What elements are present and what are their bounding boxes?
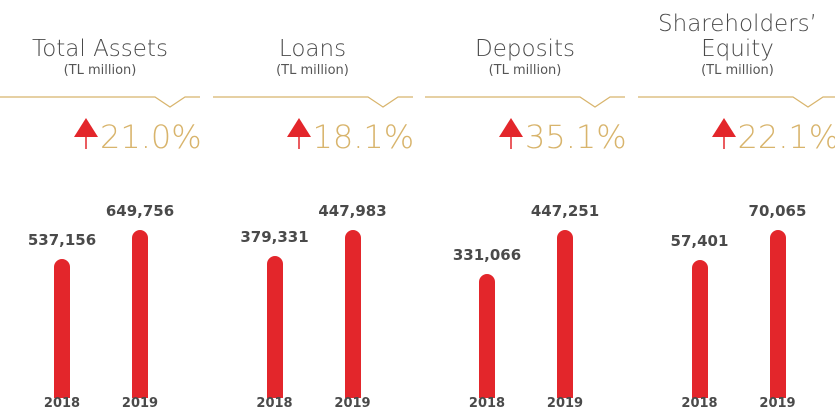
arrow-head (286, 118, 311, 137)
x-tick-label: 2018 (43, 396, 81, 410)
chart-subtitle: (TL million) (701, 63, 774, 78)
value-label: 70,065 (748, 202, 807, 220)
value-label: 331,066 (452, 245, 522, 264)
divider-line (0, 96, 200, 108)
change-percent: 18.1% (312, 118, 415, 156)
bar (769, 230, 786, 398)
divider (637, 96, 835, 108)
x-tick-label: 2019 (121, 396, 159, 410)
divider (425, 96, 625, 108)
change-percent: 21.0% (100, 118, 202, 156)
change-percent: 35.1% (525, 118, 627, 156)
chart-subtitle: (TL million) (63, 63, 137, 78)
bar (691, 260, 708, 398)
divider-line (637, 96, 835, 108)
arrow-head (711, 118, 736, 137)
up-arrow (711, 118, 736, 149)
divider (212, 96, 413, 108)
x-tick-label: 2018 (256, 396, 293, 410)
bar (132, 230, 148, 398)
chart-title: Deposits (475, 36, 575, 62)
chart-title: Loans (278, 36, 347, 62)
value-label: 379,331 (240, 227, 309, 246)
arrow-head (499, 118, 523, 137)
bar (54, 259, 70, 398)
up-arrow (286, 118, 311, 149)
value-label: 537,156 (27, 231, 97, 250)
chart-title: Shareholders’ Equity (658, 11, 817, 62)
value-label: 57,401 (670, 232, 729, 251)
bar (557, 230, 573, 398)
up-arrow (499, 118, 523, 149)
bar (266, 255, 283, 398)
chart-header: Deposits (TL million) (425, 0, 625, 80)
x-tick-label: 2019 (759, 396, 796, 410)
change-percent: 22.1% (737, 118, 835, 156)
chart-header: Loans (TL million) (213, 0, 413, 80)
chart-subtitle: (TL million) (276, 63, 349, 78)
x-tick-label: 2018 (468, 396, 506, 410)
divider-line (212, 96, 413, 108)
chart-header: Total Assets (TL million) (0, 0, 200, 80)
value-label: 649,756 (105, 202, 175, 220)
value-label: 447,251 (530, 202, 600, 220)
x-tick-label: 2018 (681, 396, 718, 410)
bar (479, 273, 495, 398)
x-tick-label: 2019 (546, 396, 584, 410)
chart-title: Total Assets (32, 36, 168, 62)
divider-line (425, 96, 625, 108)
divider (0, 96, 200, 108)
value-label: 447,983 (318, 202, 387, 220)
up-arrow (74, 118, 98, 149)
arrow-head (74, 118, 98, 137)
chart-header: Shareholders’ Equity (TL million) (638, 0, 835, 80)
x-tick-label: 2019 (334, 396, 371, 410)
bar (344, 230, 361, 398)
chart-subtitle: (TL million) (488, 63, 562, 78)
